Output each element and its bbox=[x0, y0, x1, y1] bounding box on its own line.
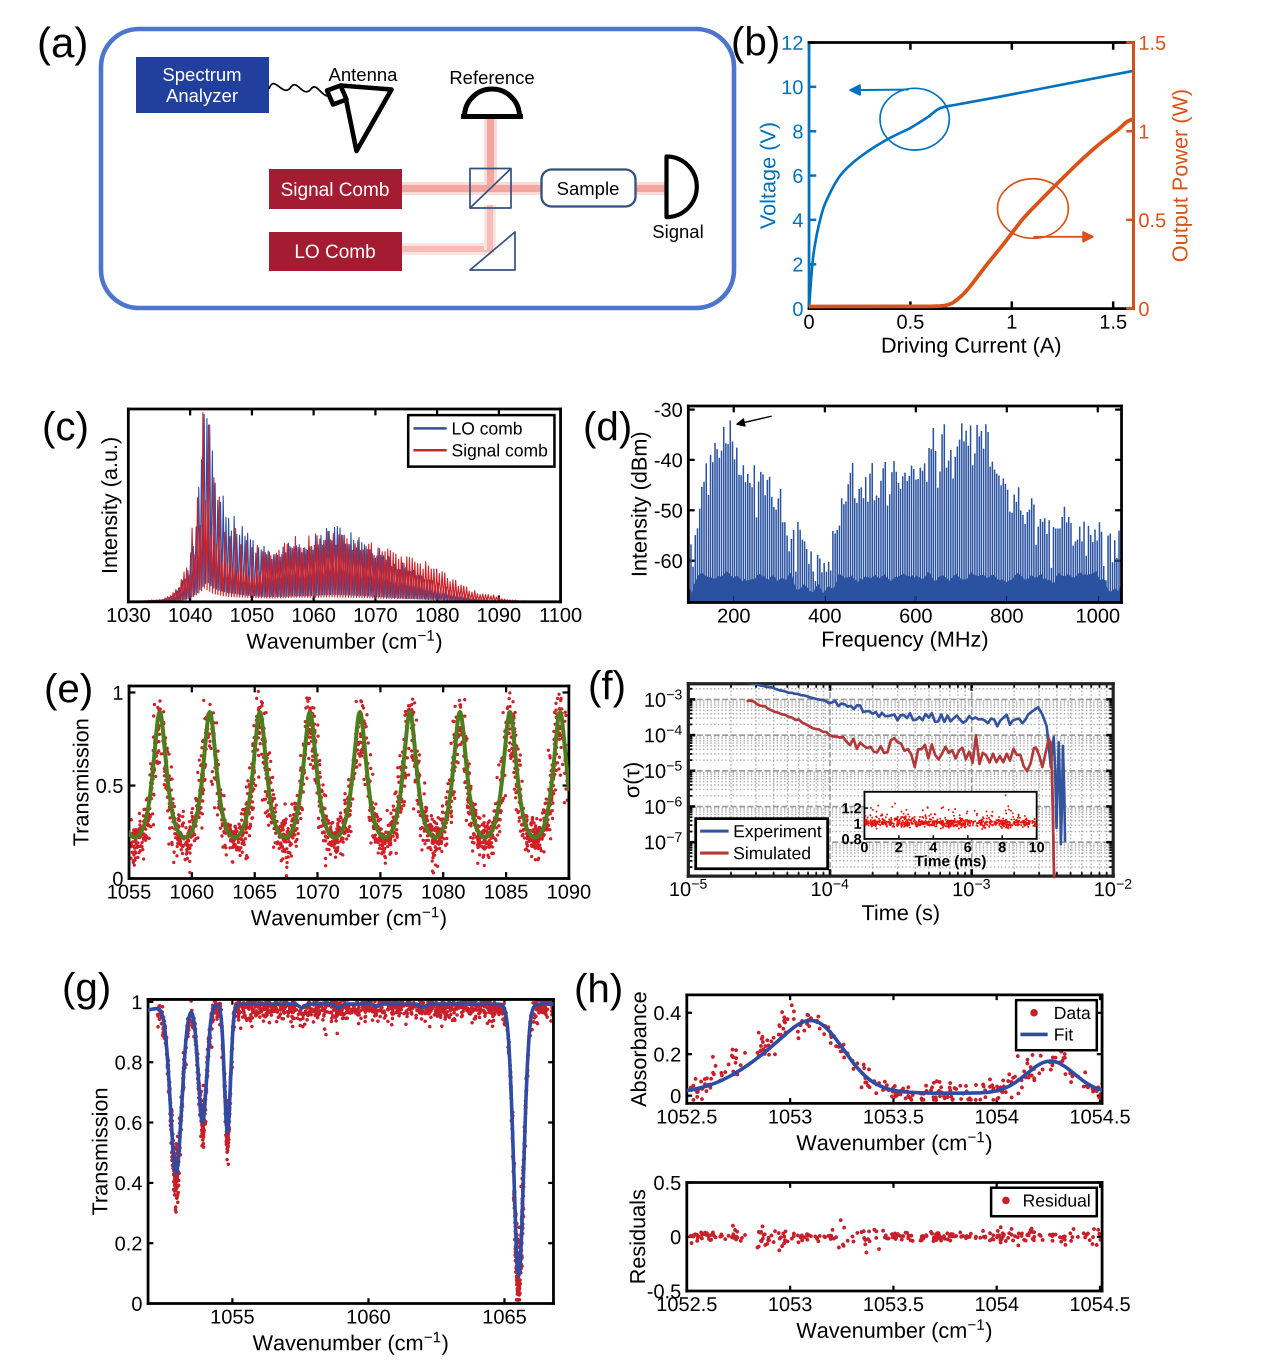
svg-text:(a): (a) bbox=[37, 19, 88, 66]
svg-text:Analyzer: Analyzer bbox=[166, 85, 238, 106]
svg-text:Sample: Sample bbox=[557, 178, 620, 199]
svg-text:Signal: Signal bbox=[652, 221, 703, 242]
svg-text:Antenna: Antenna bbox=[329, 64, 399, 85]
svg-text:Spectrum: Spectrum bbox=[162, 64, 241, 85]
svg-text:Signal Comb: Signal Comb bbox=[281, 180, 390, 201]
svg-text:LO Comb: LO Comb bbox=[294, 242, 375, 263]
svg-text:Reference: Reference bbox=[449, 67, 534, 88]
